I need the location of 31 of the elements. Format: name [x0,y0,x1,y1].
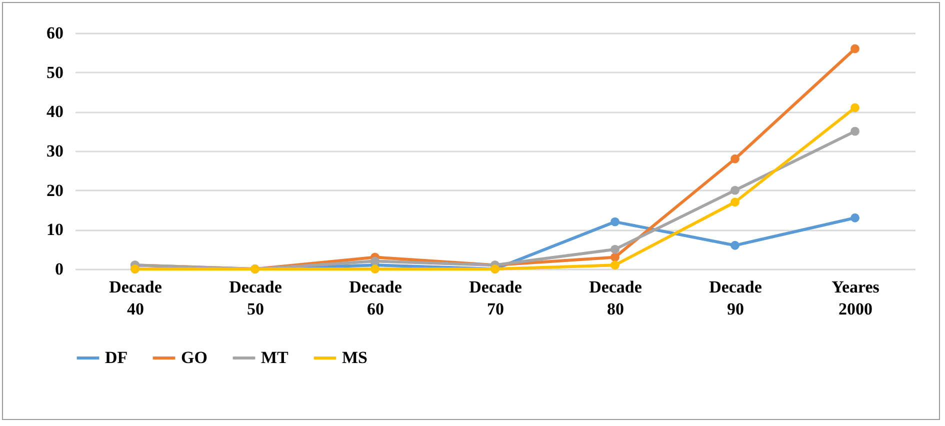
legend-label: DF [105,348,128,367]
point [370,256,380,266]
legend-label: MT [261,348,290,367]
legend-label: MS [342,348,368,367]
point [610,260,620,270]
point [370,264,380,274]
point [730,240,740,250]
y-tick-label: 40 [46,102,64,122]
point [850,103,860,112]
point [850,213,860,222]
point [610,217,620,226]
point [730,186,740,195]
x-tick-label: Decade 70 [469,278,522,318]
x-tick-label: Decade 60 [349,278,402,318]
x-tick-label: Decade 40 [109,278,162,318]
point [850,44,860,54]
x-tick-label: Yeares 2000 [832,278,880,318]
point [850,126,860,136]
y-tick-label: 50 [46,62,64,82]
y-tick-label: 60 [46,24,64,42]
y-tick-label: 20 [46,180,64,200]
y-tick-label: 30 [46,142,64,160]
x-tick-label: Decade 80 [589,278,642,318]
y-tick-label: 0 [55,260,64,278]
point [730,154,740,164]
point [730,198,740,207]
point [610,244,620,254]
y-tick-label: 10 [46,220,64,240]
legend-label: GO [181,348,208,367]
x-tick-label: Decade 90 [709,278,762,318]
x-tick-label: Decade 50 [229,278,282,318]
